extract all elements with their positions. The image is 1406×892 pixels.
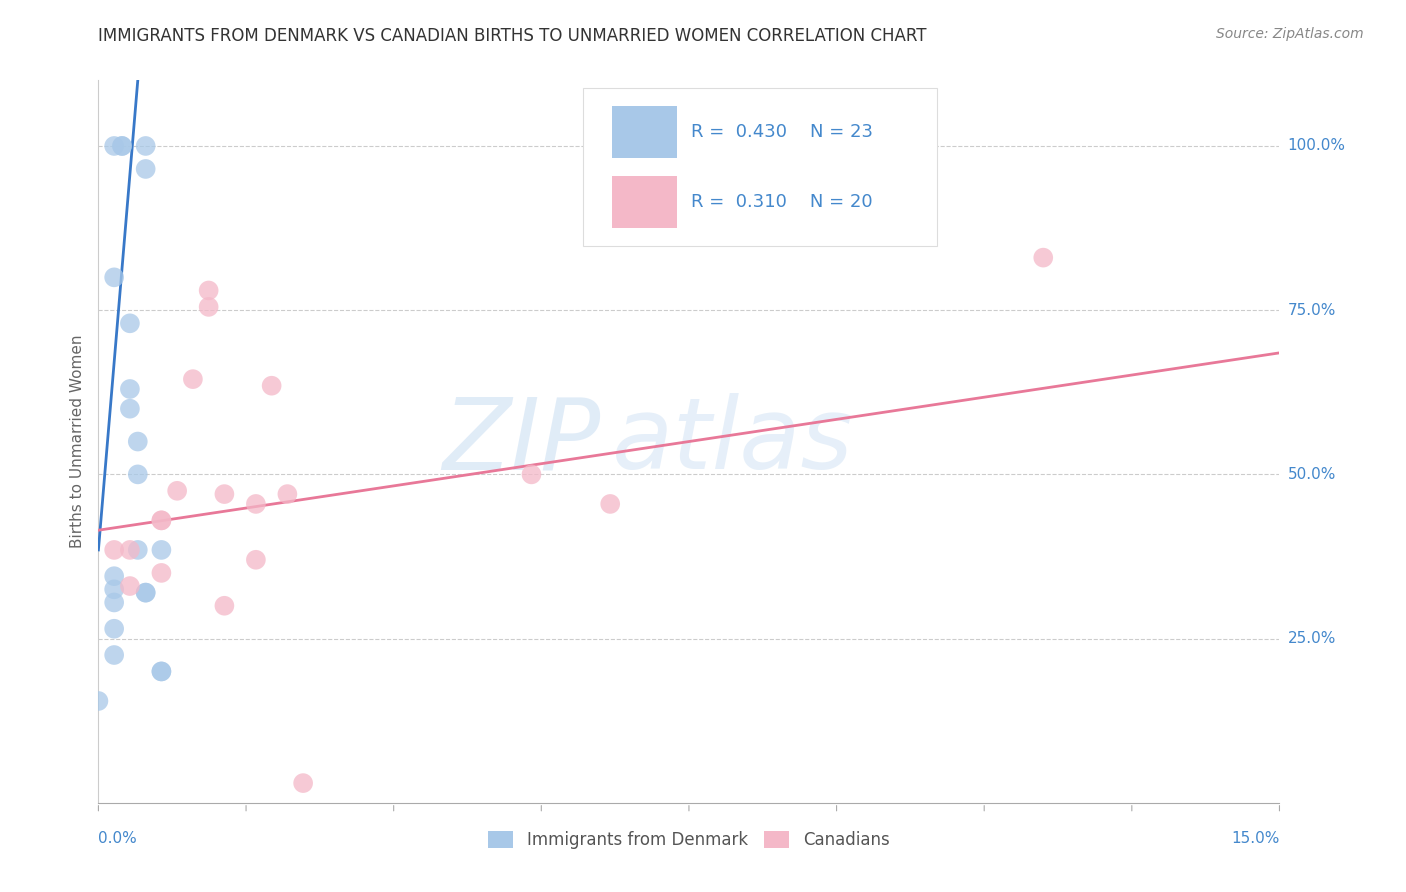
Point <box>292 776 315 790</box>
Text: atlas: atlas <box>612 393 853 490</box>
Text: 50.0%: 50.0% <box>1288 467 1336 482</box>
Point <box>103 648 125 662</box>
Point <box>520 467 543 482</box>
Text: 0.0%: 0.0% <box>98 830 138 846</box>
FancyBboxPatch shape <box>582 87 936 246</box>
Point <box>127 434 149 449</box>
Point <box>1032 251 1054 265</box>
Point <box>103 622 125 636</box>
Point <box>150 665 173 679</box>
Point <box>127 542 149 557</box>
Point <box>197 284 219 298</box>
Point <box>135 139 157 153</box>
Point <box>245 497 267 511</box>
Text: 75.0%: 75.0% <box>1288 302 1336 318</box>
Point <box>135 161 157 176</box>
Point <box>103 582 125 597</box>
Point <box>150 513 173 527</box>
Point <box>118 579 141 593</box>
Point <box>245 553 267 567</box>
Point <box>135 585 157 599</box>
Point <box>276 487 298 501</box>
Point <box>150 566 173 580</box>
Text: 15.0%: 15.0% <box>1232 830 1279 846</box>
Point <box>127 467 149 482</box>
Text: R =  0.310    N = 20: R = 0.310 N = 20 <box>692 194 873 211</box>
Point <box>260 378 283 392</box>
Point <box>214 599 236 613</box>
Point <box>118 316 141 330</box>
Text: IMMIGRANTS FROM DENMARK VS CANADIAN BIRTHS TO UNMARRIED WOMEN CORRELATION CHART: IMMIGRANTS FROM DENMARK VS CANADIAN BIRT… <box>98 27 927 45</box>
FancyBboxPatch shape <box>612 177 678 228</box>
Point <box>87 694 110 708</box>
Text: R =  0.430    N = 23: R = 0.430 N = 23 <box>692 122 873 141</box>
Text: Source: ZipAtlas.com: Source: ZipAtlas.com <box>1216 27 1364 41</box>
Point <box>103 542 125 557</box>
Point <box>197 300 219 314</box>
Point <box>103 270 125 285</box>
Point <box>103 139 125 153</box>
Point <box>181 372 204 386</box>
Legend: Immigrants from Denmark, Canadians: Immigrants from Denmark, Canadians <box>482 824 896 856</box>
Point <box>150 665 173 679</box>
Y-axis label: Births to Unmarried Women: Births to Unmarried Women <box>69 334 84 549</box>
Text: 25.0%: 25.0% <box>1288 632 1336 646</box>
Point <box>118 382 141 396</box>
Point <box>599 497 621 511</box>
Point <box>150 513 173 527</box>
Point <box>103 595 125 609</box>
Point <box>214 487 236 501</box>
Point <box>118 542 141 557</box>
Text: ZIP: ZIP <box>441 393 600 490</box>
Text: 100.0%: 100.0% <box>1288 138 1346 153</box>
Point <box>166 483 188 498</box>
Point <box>118 401 141 416</box>
Point <box>111 139 134 153</box>
Point <box>135 585 157 599</box>
Point <box>150 542 173 557</box>
Point <box>111 139 134 153</box>
Point <box>103 569 125 583</box>
FancyBboxPatch shape <box>612 105 678 158</box>
